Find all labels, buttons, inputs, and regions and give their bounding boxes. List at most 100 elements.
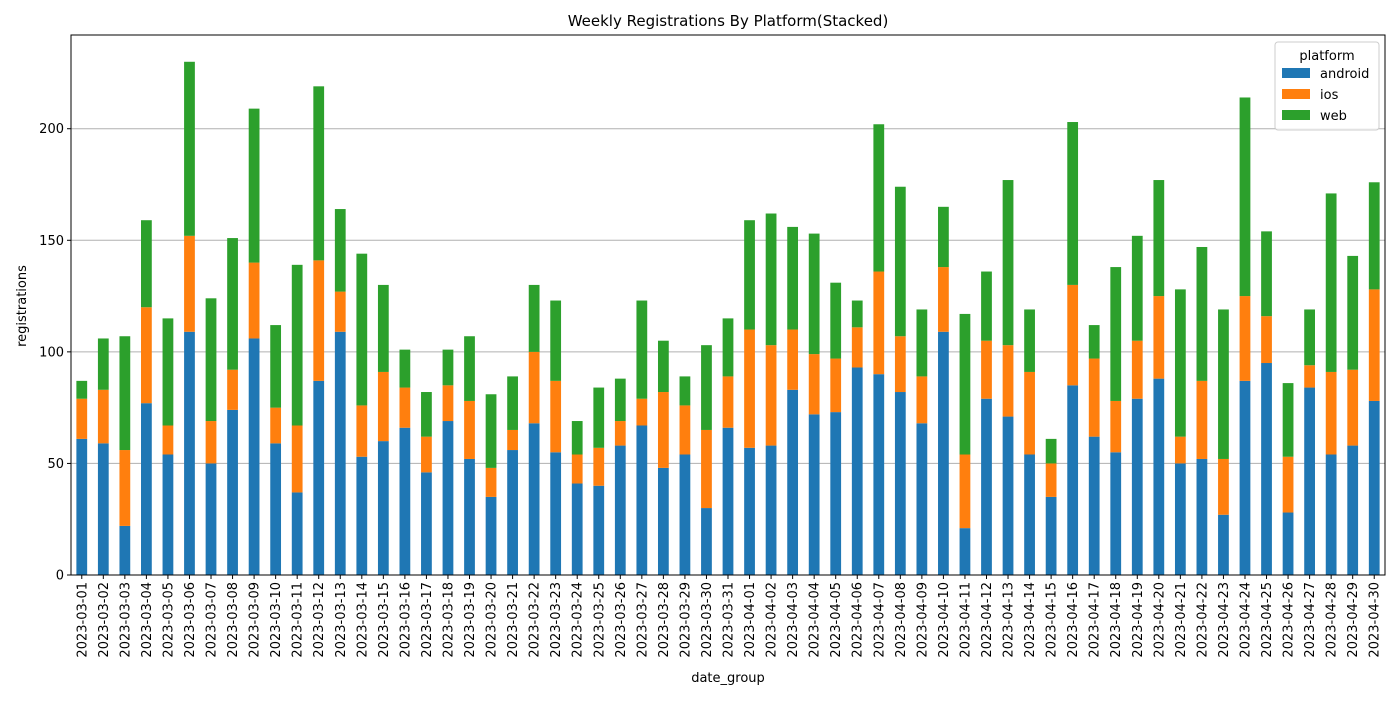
bar-web <box>248 108 260 263</box>
bar-web <box>119 336 131 451</box>
x-tick-label: 2023-04-17 <box>1088 582 1103 658</box>
x-tick-label: 2023-04-10 <box>937 582 952 658</box>
bar-web <box>550 300 562 381</box>
bar-ios <box>184 235 195 332</box>
bar-web <box>744 220 755 330</box>
bar-android <box>851 367 863 575</box>
bar-android <box>528 423 540 575</box>
bar-android <box>162 454 174 575</box>
bar-ios <box>119 450 131 526</box>
x-tick-label: 2023-04-23 <box>1217 582 1232 658</box>
x-tick-label: 2023-03-15 <box>377 582 392 658</box>
bar-android <box>227 409 238 575</box>
bar-android <box>1304 387 1315 575</box>
bar-android <box>119 525 131 575</box>
x-tick-label: 2023-03-06 <box>183 582 198 658</box>
bar-ios <box>873 271 885 375</box>
bar-web <box>1218 309 1229 459</box>
bar-ios <box>1368 289 1380 401</box>
bar-ios <box>76 398 88 439</box>
bar-ios <box>291 425 303 493</box>
bar-ios <box>679 405 691 455</box>
x-tick-label: 2023-03-28 <box>657 582 672 658</box>
bar-web <box>765 213 777 346</box>
bar-ios <box>787 329 799 390</box>
bar-web <box>399 349 411 388</box>
legend-items: android ios web <box>1282 67 1369 124</box>
bar-android <box>1153 378 1165 575</box>
bar-android <box>421 472 432 575</box>
bar-web <box>356 253 368 406</box>
x-tick-label: 2023-03-09 <box>248 582 263 658</box>
x-tick-label: 2023-03-01 <box>75 582 90 658</box>
bar-android <box>1110 452 1122 575</box>
bar-android <box>722 427 734 575</box>
x-tick-label: 2023-04-30 <box>1368 582 1383 658</box>
bar-web <box>270 325 282 408</box>
bar-android <box>873 374 885 575</box>
bar-android <box>507 450 518 575</box>
bar-android <box>1131 398 1143 575</box>
x-tick-label: 2023-04-04 <box>808 582 823 658</box>
bar-web <box>464 336 475 401</box>
x-tick-label: 2023-04-19 <box>1131 582 1146 658</box>
bar-web <box>377 284 389 372</box>
x-tick-label: 2023-04-01 <box>743 582 758 658</box>
x-tick-label: 2023-03-10 <box>269 582 284 658</box>
bar-ios <box>528 351 540 424</box>
x-tick-label: 2023-03-22 <box>528 582 543 658</box>
x-tick-label: 2023-03-17 <box>420 582 435 658</box>
bar-web <box>916 309 928 377</box>
x-tick-label: 2023-04-18 <box>1109 582 1124 658</box>
bar-android <box>679 454 691 575</box>
bar-web <box>959 313 971 455</box>
bar-web <box>184 61 195 236</box>
bar-web <box>97 338 109 390</box>
bar-android <box>356 456 368 575</box>
bar-ios <box>614 421 626 446</box>
bar-web <box>1024 309 1035 372</box>
legend-box <box>1274 41 1380 131</box>
bar-ios <box>894 336 906 393</box>
bar-ios <box>248 262 260 339</box>
bar-web <box>701 345 712 430</box>
bar-android <box>1282 512 1294 575</box>
x-tick-label: 2023-03-23 <box>549 582 564 658</box>
x-tick-label: 2023-04-03 <box>786 582 801 658</box>
bar-android <box>141 403 152 575</box>
bar-ios <box>916 376 928 424</box>
bar-ios <box>97 389 109 444</box>
bar-web <box>1153 180 1165 297</box>
bar-android <box>1067 385 1079 575</box>
bar-android <box>1024 454 1035 575</box>
bar-android <box>399 427 411 575</box>
bar-web <box>722 318 734 377</box>
x-tick-label: 2023-03-13 <box>334 582 349 658</box>
bar-ios <box>313 260 325 381</box>
bar-android <box>701 508 712 575</box>
bar-android <box>1196 458 1208 575</box>
bar-android <box>593 485 605 575</box>
bar-ios <box>701 429 712 509</box>
bar-web <box>1088 325 1100 359</box>
bar-web <box>981 271 992 341</box>
bar-android <box>1088 436 1100 575</box>
legend-title: platform <box>1299 49 1354 64</box>
bar-android <box>1045 496 1057 575</box>
x-tick-label: 2023-04-16 <box>1066 582 1081 658</box>
bar-android <box>744 447 755 575</box>
x-tick-label: 2023-04-08 <box>894 582 909 658</box>
x-tick-label: 2023-03-14 <box>355 582 370 658</box>
legend-label-android: android <box>1320 67 1369 82</box>
bar-web <box>1131 235 1143 341</box>
bar-web <box>1045 438 1057 464</box>
bar-web <box>507 376 518 430</box>
bar-ios <box>1196 380 1208 459</box>
x-tick-label: 2023-03-21 <box>506 582 521 658</box>
x-tick-label: 2023-04-27 <box>1303 582 1318 658</box>
bar-ios <box>571 454 583 484</box>
x-tick-label: 2023-04-12 <box>980 582 995 658</box>
y-tick-label: 0 <box>56 569 64 584</box>
bar-web <box>614 378 626 422</box>
